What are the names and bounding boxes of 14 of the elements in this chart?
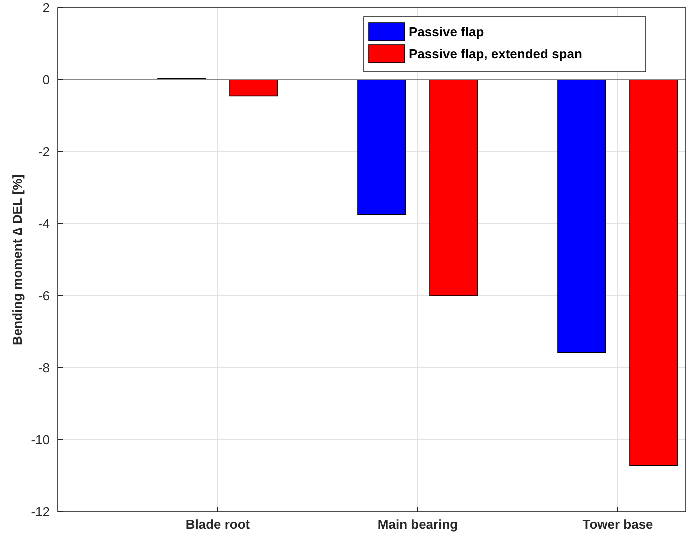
y-tick-label: -2: [38, 144, 50, 160]
legend-label: Passive flap: [409, 24, 484, 40]
y-tick-label: 0: [42, 72, 50, 88]
y-tick-label: -8: [38, 360, 50, 376]
x-tick-label: Tower base: [582, 517, 654, 532]
y-tick-label: 2: [42, 0, 50, 16]
y-axis-title: Bending moment ∆ DEL [%]: [10, 174, 25, 346]
x-tick-label: Main bearing: [378, 517, 458, 532]
y-tick-label: -10: [31, 432, 50, 448]
y-tick-label: -12: [31, 504, 50, 520]
y-tick-label: -6: [38, 288, 50, 304]
y-tick-label: -4: [38, 216, 50, 232]
legend-label: Passive flap, extended span: [409, 46, 582, 62]
x-tick-label: Blade root: [186, 517, 251, 532]
